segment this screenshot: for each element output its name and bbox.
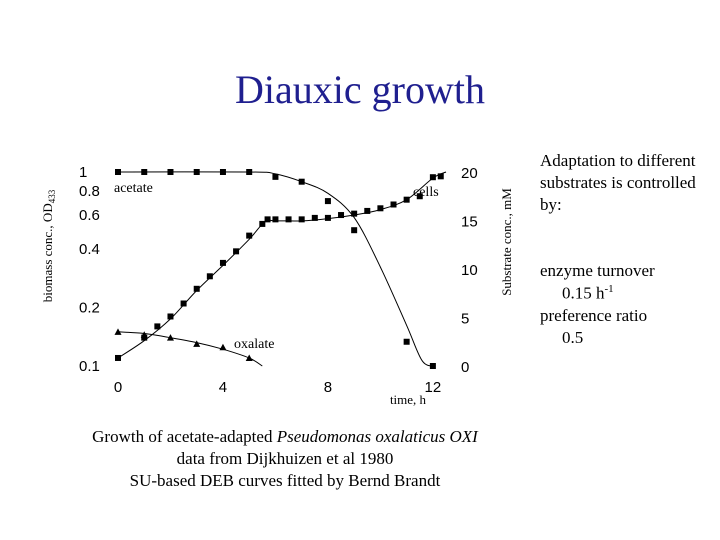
cells-data-point — [246, 232, 253, 239]
enzyme-turnover-exponent: -1 — [604, 283, 614, 296]
fitted-curves — [117, 171, 447, 367]
cells-data-point — [429, 174, 436, 181]
annotation-acetate: acetate — [114, 181, 153, 196]
slide-title: Diauxic growth — [235, 67, 485, 112]
cells-data-point — [377, 205, 384, 212]
cells-data-point — [154, 323, 161, 330]
acetate-data-point — [403, 338, 410, 345]
annotation-cells: cells — [413, 185, 439, 200]
cells-data-point — [298, 216, 305, 223]
oxalate-data-point — [140, 331, 148, 338]
right-tick-label: 0 — [461, 359, 469, 376]
cells-data-point — [259, 220, 266, 227]
caption-line-1: Growth of acetate-adapted Pseudomonas ox… — [30, 426, 540, 448]
cells-data-point — [193, 285, 200, 292]
acetate-data-point — [193, 169, 200, 175]
cells-data-point — [206, 273, 213, 280]
cells-data-point — [437, 173, 444, 180]
enzyme-turnover-label: enzyme turnover — [540, 261, 655, 281]
acetate-data-point — [272, 173, 279, 180]
acetate-data-point — [429, 363, 436, 369]
cells-data-point — [390, 201, 397, 208]
cells-data-point — [180, 300, 187, 307]
acetate-data-point — [115, 169, 121, 175]
acetate-fitted-curve — [117, 171, 436, 367]
acetate-data-point — [141, 169, 148, 175]
x-axis-label: time, h — [390, 392, 427, 407]
left-tick-label: 0.8 — [79, 183, 100, 200]
right-tick-label: 20 — [461, 165, 478, 182]
preference-ratio-value: 0.5 — [562, 328, 584, 348]
right-axis-label: Substrate conc., mM — [499, 188, 514, 296]
x-axis-ticks: 0 4 8 12 — [114, 379, 441, 396]
caption-species: Pseudomonas oxalaticus OXI — [276, 427, 478, 446]
x-tick-label: 0 — [114, 379, 122, 396]
cells-data-point — [115, 354, 121, 361]
x-tick-label: 4 — [219, 379, 227, 396]
cells-data-point — [264, 216, 271, 223]
left-tick-label: 0.1 — [79, 358, 100, 375]
left-axis-ticks: 0.1 0.2 0.4 0.6 0.8 1 — [79, 164, 100, 375]
acetate-data-point — [219, 169, 226, 175]
x-tick-label: 12 — [425, 379, 442, 396]
oxalate-data-point — [193, 340, 201, 347]
preference-ratio-label: preference ratio — [540, 306, 648, 326]
right-axis-ticks: 0 5 10 15 20 — [461, 165, 478, 376]
side-notes-spacer — [540, 216, 715, 260]
oxalate-data-point — [219, 343, 227, 351]
acetate-data-point — [298, 178, 305, 185]
cells-data-point — [285, 216, 292, 223]
cells-data-point — [403, 196, 410, 203]
caption-line-3: SU-based DEB curves fitted by Bernd Bran… — [129, 471, 441, 491]
left-tick-label: 0.6 — [79, 207, 100, 224]
cells-data-point — [233, 248, 240, 255]
left-tick-label: 1 — [79, 164, 87, 181]
enzyme-turnover-value-line: 0.15 h-1 — [540, 282, 715, 305]
side-notes-heading: Adaptation to different substrates is co… — [540, 151, 696, 215]
right-tick-label: 10 — [461, 262, 478, 279]
cells-data-point — [364, 207, 371, 214]
x-tick-label: 8 — [324, 379, 332, 396]
acetate-data-point — [351, 227, 358, 234]
cells-data-point — [272, 216, 279, 223]
cells-data-point — [338, 212, 345, 219]
oxalate-data-point — [114, 328, 122, 335]
left-axis-label-subscript: 433 — [47, 189, 57, 203]
acetate-data-point — [324, 198, 331, 205]
cells-data-point — [351, 210, 358, 217]
right-tick-label: 15 — [461, 214, 478, 231]
caption-prefix: Growth of acetate-adapted — [92, 427, 277, 446]
oxalate-data-point — [245, 354, 253, 361]
cells-data-point — [311, 214, 318, 221]
left-axis-label: biomass conc., OD433 — [40, 189, 57, 302]
cells-data-point — [324, 214, 331, 221]
cells-fitted-curve — [117, 171, 447, 359]
left-tick-label: 0.2 — [79, 300, 100, 317]
side-notes: Adaptation to different substrates is co… — [540, 150, 715, 349]
acetate-data-point — [167, 169, 174, 175]
acetate-data-point — [246, 169, 253, 175]
cells-data-point — [167, 313, 174, 320]
data-points — [114, 169, 444, 369]
figure-caption: Growth of acetate-adapted Pseudomonas ox… — [30, 426, 540, 492]
oxalate-data-point — [166, 334, 174, 341]
enzyme-turnover-value: 0.15 h — [562, 284, 605, 304]
caption-line-2: data from Dijkhuizen et al 1980 — [176, 449, 394, 469]
left-tick-label: 0.4 — [79, 241, 100, 258]
right-tick-label: 5 — [461, 311, 469, 328]
cells-data-point — [219, 259, 226, 266]
annotation-oxalate: oxalate — [234, 337, 274, 352]
cells-data-point — [416, 193, 423, 200]
